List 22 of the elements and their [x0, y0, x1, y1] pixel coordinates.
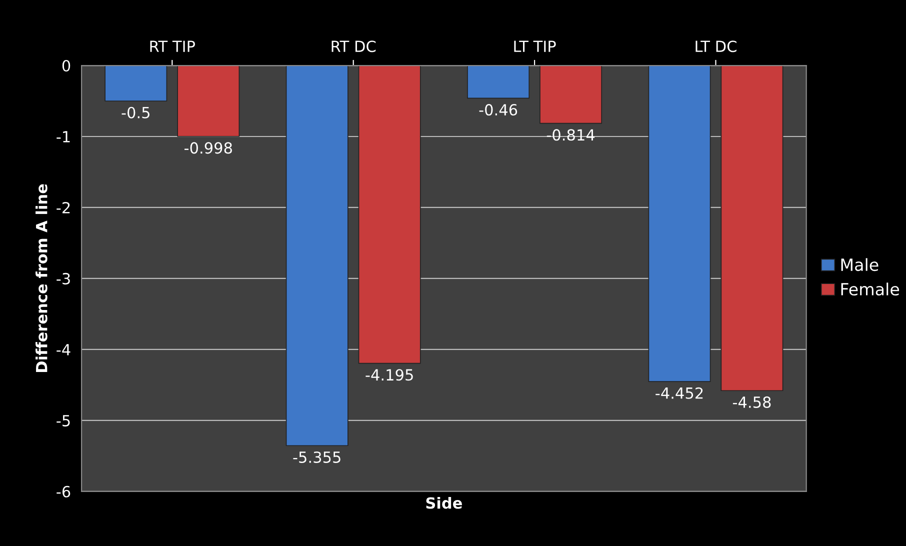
x-tick-label: RT DC [332, 40, 376, 52]
y-tick-label: 0 [62, 60, 70, 72]
x-tick-label: RT TIP [150, 40, 195, 52]
y-tick-label: -2 [56, 202, 70, 214]
x-axis-title: Side [426, 496, 462, 509]
data-label: -0.46 [479, 104, 518, 116]
legend-label: Female [841, 282, 900, 296]
data-label: -5.355 [293, 451, 340, 463]
data-label: -0.5 [122, 106, 150, 118]
data-label: -4.195 [366, 369, 413, 381]
data-label: -4.58 [732, 396, 771, 408]
y-tick-label: -4 [56, 344, 70, 356]
x-tick-label: LT TIP [514, 40, 556, 52]
legend-label: Male [841, 258, 878, 272]
data-label: -0.998 [184, 142, 232, 154]
y-tick-label: -5 [56, 415, 70, 426]
y-tick-label: -1 [56, 131, 70, 142]
y-axis-title: Difference from A line [36, 184, 48, 372]
data-label: -4.452 [656, 387, 703, 399]
y-tick-label: -6 [56, 486, 70, 498]
y-tick-label: -3 [56, 272, 70, 284]
x-tick-label: LT DC [696, 40, 736, 52]
